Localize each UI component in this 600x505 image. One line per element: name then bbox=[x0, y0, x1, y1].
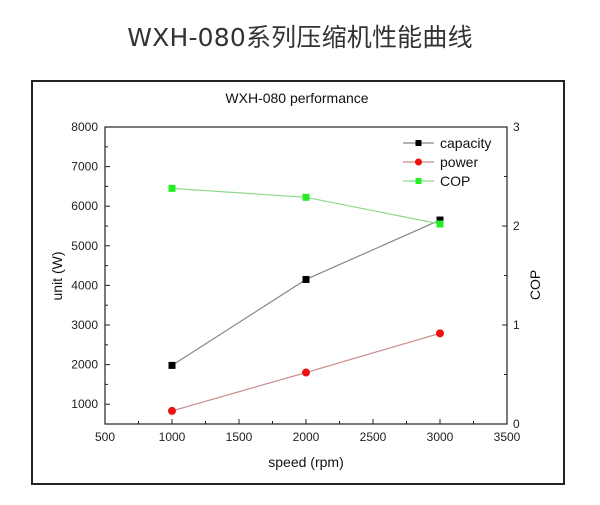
chart-title: WXH-080 performance bbox=[225, 90, 368, 106]
data-point bbox=[436, 329, 444, 338]
y-tick-label: 3000 bbox=[71, 318, 98, 332]
y-tick-label: 2000 bbox=[71, 358, 98, 372]
y2-tick-label: 3 bbox=[513, 120, 520, 134]
x-tick-label: 1500 bbox=[226, 430, 253, 444]
data-point bbox=[168, 361, 176, 369]
legend: capacity power COP bbox=[403, 135, 491, 189]
x-tick-label: 500 bbox=[95, 430, 115, 444]
y-tick-label: 8000 bbox=[71, 120, 98, 134]
data-point bbox=[436, 216, 444, 224]
x-axis: 500 1000 1500 2000 2500 3000 3500 bbox=[95, 419, 521, 444]
legend-item-capacity: capacity bbox=[403, 135, 491, 151]
y-axis-right: 0 1 2 3 bbox=[502, 120, 520, 431]
y2-tick-label: 1 bbox=[513, 318, 520, 332]
figure-border bbox=[31, 80, 565, 485]
y-tick-label: 5000 bbox=[71, 239, 98, 253]
series-power bbox=[168, 329, 444, 415]
legend-label: COP bbox=[440, 173, 470, 189]
y2-axis-label: COP bbox=[527, 270, 543, 300]
legend-item-cop: COP bbox=[403, 173, 470, 189]
series-cop bbox=[168, 184, 444, 228]
x-axis-label: speed (rpm) bbox=[268, 454, 343, 470]
data-point bbox=[436, 220, 444, 228]
y-tick-label: 1000 bbox=[71, 397, 98, 411]
x-tick-label: 2500 bbox=[360, 430, 387, 444]
legend-label: capacity bbox=[440, 135, 491, 151]
data-point bbox=[168, 406, 176, 415]
data-point bbox=[168, 184, 176, 192]
series-layer bbox=[168, 184, 444, 415]
plot-area bbox=[104, 126, 508, 425]
x-tick-label: 3000 bbox=[427, 430, 454, 444]
data-point bbox=[302, 193, 310, 201]
data-point bbox=[302, 275, 310, 283]
x-tick-label: 3500 bbox=[494, 430, 521, 444]
x-tick-label: 1000 bbox=[159, 430, 186, 444]
x-tick-label: 2000 bbox=[293, 430, 320, 444]
data-point bbox=[302, 368, 310, 377]
legend-label: power bbox=[440, 154, 478, 170]
y-tick-label: 6000 bbox=[71, 199, 98, 213]
y2-tick-label: 0 bbox=[513, 417, 520, 431]
y-axis-left: 1000 2000 3000 4000 5000 6000 7000 8000 bbox=[71, 120, 110, 411]
y-tick-label: 7000 bbox=[71, 160, 98, 174]
y-tick-label: 4000 bbox=[71, 278, 98, 292]
y2-tick-label: 2 bbox=[513, 219, 520, 233]
legend-item-power: power bbox=[403, 154, 478, 170]
y-axis-label: unit (W) bbox=[49, 252, 65, 301]
page-title: WXH-080系列压缩机性能曲线 bbox=[127, 23, 473, 52]
series-capacity bbox=[168, 216, 444, 369]
